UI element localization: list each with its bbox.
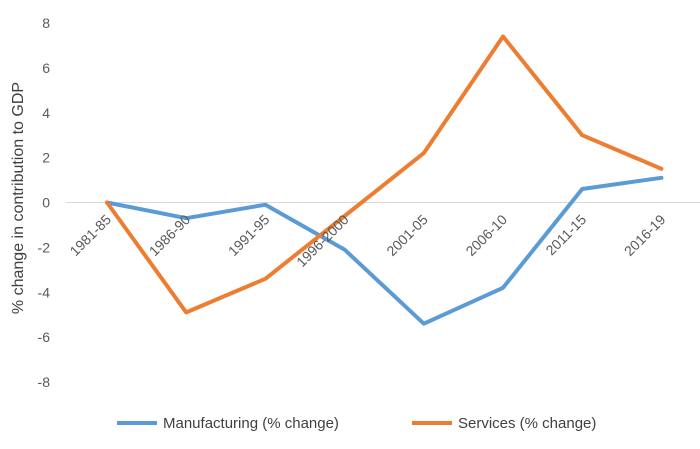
y-tick-label: -4 [38,284,51,300]
x-tick-label: 1996-2000 [293,211,352,270]
x-tick-label: 1981-85 [66,211,114,259]
y-axis-title: % change in contribution to GDP [10,82,27,314]
legend-label: Manufacturing (% change) [163,415,339,432]
x-tick-label: 1986-90 [146,211,194,259]
series-line-services [105,34,664,315]
x-tick-label: 2001-05 [383,211,431,259]
y-tick-label: 2 [42,150,50,166]
series-line-manufacturing [105,175,664,326]
y-tick-label: -8 [38,374,51,390]
legend: Manufacturing (% change) Services (% chan… [117,415,596,432]
x-tick-label: 2016-19 [621,211,669,259]
series-lines [105,34,664,326]
y-tick-label: 0 [42,195,50,211]
y-tick-label: -6 [38,329,51,345]
y-tick-label: 4 [42,105,50,121]
y-tick-label: 8 [42,15,50,31]
x-tick-label: 2011-15 [542,211,589,258]
y-tick-label: 6 [42,60,50,76]
legend-label: Services (% change) [458,415,596,432]
x-axis-ticks: 1981-85 1986-90 1991-95 1996-2000 2001-05 200… [66,211,668,270]
y-axis-ticks: -8 -6 -4 -2 0 2 4 6 8 [38,15,51,390]
x-tick-label: 2006-10 [462,211,510,259]
y-tick-label: -2 [38,239,51,255]
x-tick-label: 1991-95 [225,211,273,259]
